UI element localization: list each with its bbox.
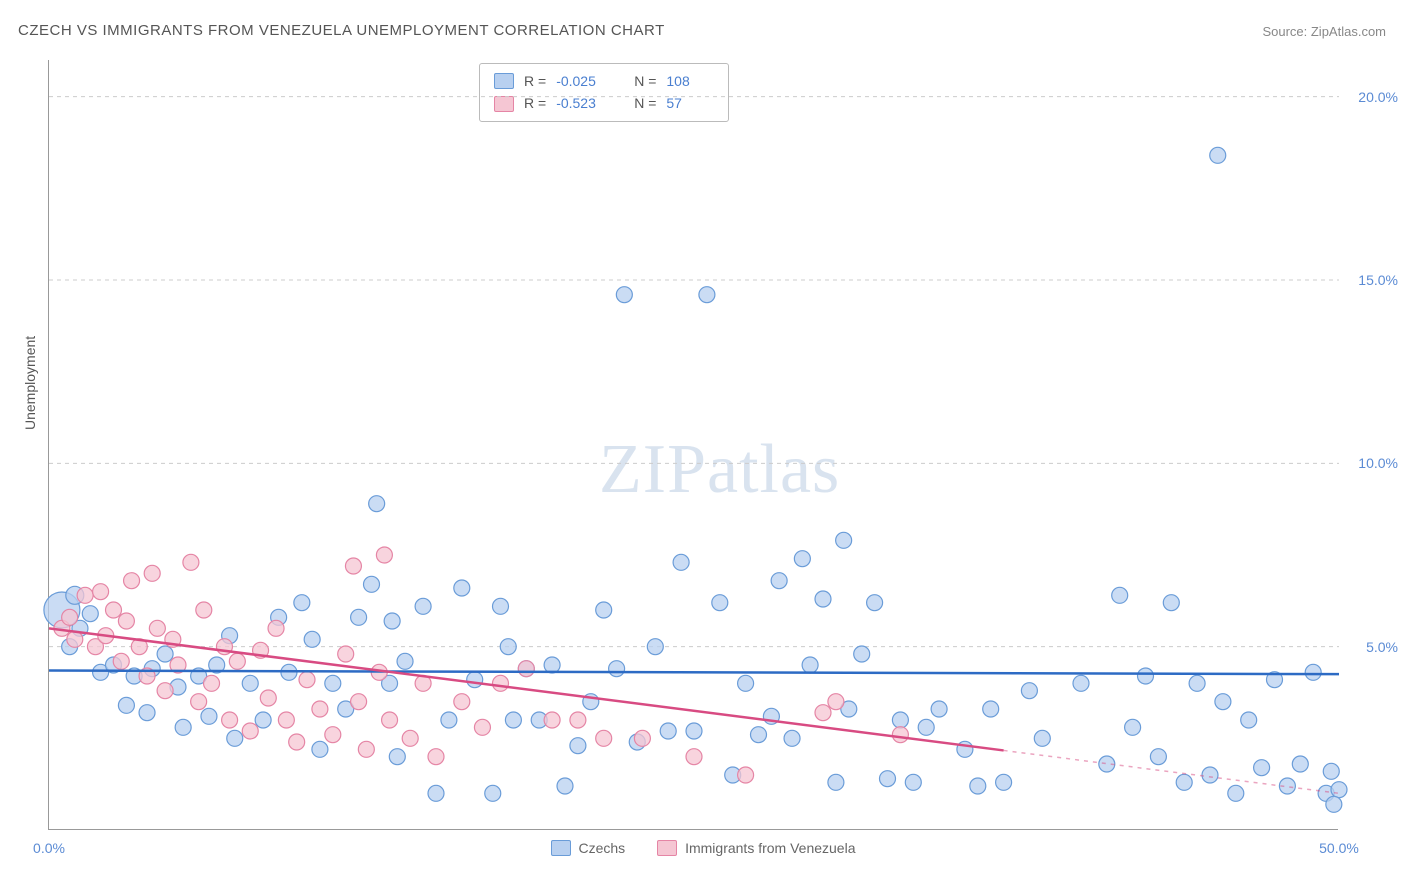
chart-title: CZECH VS IMMIGRANTS FROM VENEZUELA UNEMP… [18, 22, 665, 39]
legend-item-czechs: Czechs [551, 840, 626, 856]
swatch-venezuela-bottom [657, 840, 677, 856]
y-axis-label: Unemployment [22, 336, 38, 430]
y-tick-label: 5.0% [1348, 639, 1398, 655]
y-tick-label: 20.0% [1348, 89, 1398, 105]
y-tick-label: 10.0% [1348, 455, 1398, 471]
series-legend: Czechs Immigrants from Venezuela [0, 840, 1406, 859]
legend-label-czechs: Czechs [579, 840, 626, 856]
swatch-czechs-bottom [551, 840, 571, 856]
legend-label-venezuela: Immigrants from Venezuela [685, 840, 855, 856]
plot-area: ZIPatlas R = -0.025 N = 108 R = -0.523 N… [48, 60, 1338, 830]
scatter-svg [49, 60, 1338, 829]
source-attribution: Source: ZipAtlas.com [1262, 24, 1386, 39]
y-tick-label: 15.0% [1348, 272, 1398, 288]
legend-item-venezuela: Immigrants from Venezuela [657, 840, 855, 856]
